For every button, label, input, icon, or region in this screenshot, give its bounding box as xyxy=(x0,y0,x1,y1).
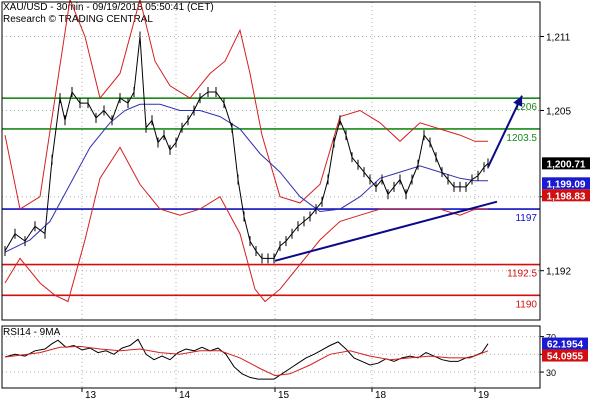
chart-frames xyxy=(1,1,541,389)
price-line xyxy=(4,36,489,259)
time-axis: 13 14 15 18 19 xyxy=(81,388,490,400)
rsi-lines xyxy=(4,338,489,380)
time-tick-label-1: 14 xyxy=(179,390,191,400)
rsi-panel-frame xyxy=(1,325,541,389)
rsi-tag-label-1: 54.0955 xyxy=(547,352,584,363)
rsi-ma-line xyxy=(4,345,489,377)
price-grid xyxy=(2,2,540,320)
price-tag-box-0 xyxy=(542,157,590,170)
support-trendline xyxy=(274,200,498,262)
price-tag-box-1 xyxy=(542,177,590,190)
rsi-line xyxy=(4,338,489,380)
level-label-4: 1190 xyxy=(515,299,537,310)
price-tag-label-0: 1,200.71 xyxy=(547,159,586,170)
rsi-tag-label-0: 62.1954 xyxy=(547,340,584,351)
rsi-tag-box-1 xyxy=(542,349,588,362)
time-tick-label-2: 15 xyxy=(278,390,290,400)
rsi-tick-label-0: 30 xyxy=(546,368,556,378)
price-tick-label-0: 1,192 xyxy=(546,267,571,278)
time-tick-label-3: 18 xyxy=(375,390,387,400)
time-tick-label-0: 13 xyxy=(85,390,97,400)
price-tag-label-2: 1,198.83 xyxy=(547,191,586,202)
trend-annotations xyxy=(274,95,523,262)
price-tick-label-2: 1,205 xyxy=(546,106,571,117)
bollinger-lower-line xyxy=(4,146,488,303)
price-tag-label-1: 1,199.09 xyxy=(547,179,586,190)
level-label-1: 1203.5 xyxy=(506,133,537,144)
bollinger-bands xyxy=(4,0,488,303)
bollinger-upper-line xyxy=(4,0,488,210)
chart-title: XAU/USD - 30min - 09/19/2018 05:50:41 (C… xyxy=(3,2,214,13)
rsi-tag-box-0 xyxy=(542,337,588,350)
target-arrow-line xyxy=(487,95,523,168)
time-tick-label-4: 19 xyxy=(478,390,490,400)
support-resistance-levels: 1206 1203.5 1197 1192.5 1190 xyxy=(2,97,540,310)
price-series xyxy=(4,31,489,264)
rsi-panel-title: RSI14 - 9MA xyxy=(3,327,61,338)
price-panel-frame xyxy=(1,1,541,321)
rsi-grid xyxy=(2,326,540,388)
level-label-2: 1197 xyxy=(515,213,537,224)
price-tag-box-2 xyxy=(542,189,590,202)
price-tags: 1,200.71 1,199.091,198.83 xyxy=(542,157,590,202)
target-arrow-head xyxy=(513,95,523,107)
level-label-3: 1192.5 xyxy=(507,269,537,280)
price-tick-label-3: 1,211 xyxy=(546,33,571,44)
level-label-0: 1206 xyxy=(515,102,538,113)
